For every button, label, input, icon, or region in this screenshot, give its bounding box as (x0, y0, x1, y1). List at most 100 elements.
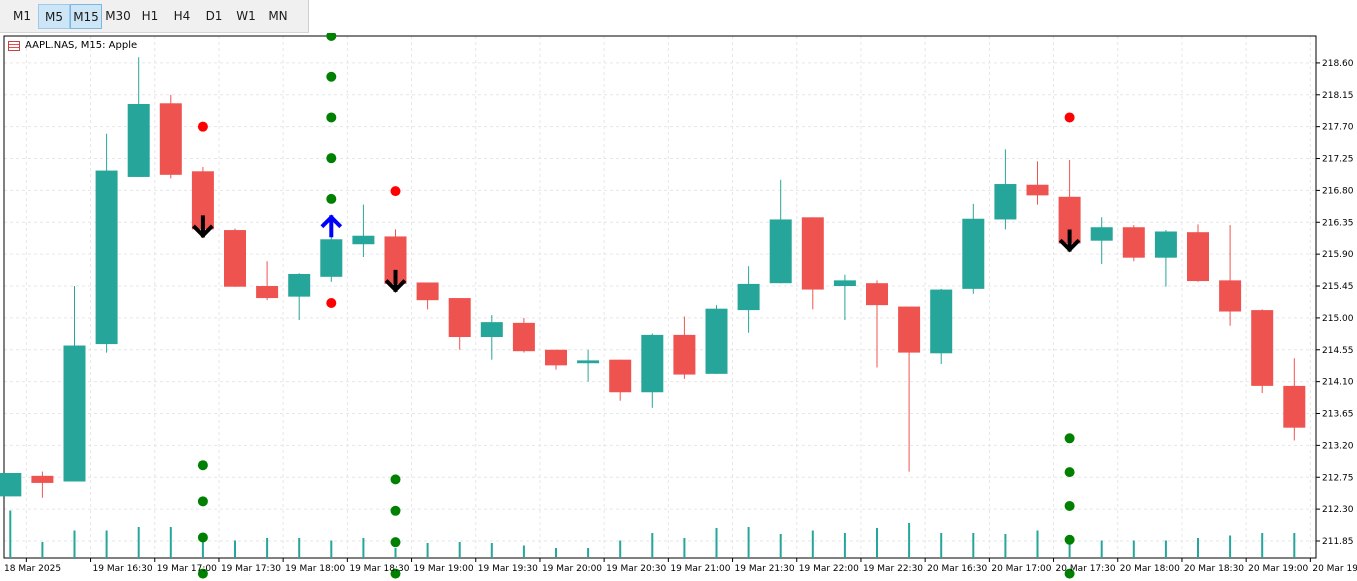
timeframe-button-m1[interactable]: M1 (13, 9, 31, 23)
x-tick-label: 19 Mar 18:00 (285, 564, 345, 574)
candle-body (191, 171, 214, 230)
candle (95, 133, 118, 353)
candle (1251, 309, 1274, 393)
candle (1026, 161, 1049, 205)
candle-body (384, 236, 407, 284)
candle-body (448, 298, 471, 338)
buy-arrow-icon (320, 214, 343, 238)
candle-body (1058, 196, 1081, 244)
candle (1219, 225, 1242, 326)
candle (769, 179, 792, 284)
candle (63, 286, 86, 482)
candle-body (0, 473, 22, 497)
x-tick-label: 19 Mar 18:30 (349, 564, 409, 574)
x-tick-label: 19 Mar 22:30 (863, 564, 923, 574)
x-tick-label: 19 Mar 16:30 (93, 564, 153, 574)
candle-body (641, 334, 664, 393)
y-tick-label: 216.35 (1322, 218, 1354, 228)
y-tick-label: 212.30 (1322, 505, 1354, 515)
candle (480, 315, 503, 360)
candle-body (320, 239, 343, 277)
x-tick-label: 20 Mar 18:30 (1184, 564, 1244, 574)
x-tick-label: 20 Mar 19:30 (1312, 564, 1357, 574)
signal-dot (326, 71, 337, 82)
candle-body (1219, 280, 1242, 312)
y-tick-label: 216.80 (1322, 186, 1354, 196)
x-tick-label: 19 Mar 20:30 (606, 564, 666, 574)
candle-body (127, 103, 150, 177)
candle (673, 316, 696, 379)
candle (577, 349, 600, 382)
signal-sell (384, 186, 407, 579)
sell-arrow-icon (192, 215, 214, 239)
x-tick-label: 18 Mar 2025 (4, 564, 61, 574)
candle-body (63, 345, 86, 482)
candle (930, 288, 953, 364)
x-tick-label: 19 Mar 21:30 (735, 564, 795, 574)
y-tick-label: 217.70 (1322, 123, 1354, 133)
candle (159, 94, 182, 179)
x-tick-label: 19 Mar 20:00 (542, 564, 602, 574)
extreme-dot (390, 186, 401, 197)
signal-dot (390, 568, 401, 579)
y-tick-label: 212.75 (1322, 473, 1354, 483)
candle (1122, 225, 1145, 262)
timeframe-button-d1[interactable]: D1 (205, 9, 223, 23)
x-tick-label: 19 Mar 22:00 (799, 564, 859, 574)
candle (224, 228, 246, 287)
candle (737, 266, 760, 333)
candle-body (545, 349, 567, 366)
signal-dot (197, 496, 208, 507)
candle-body (1283, 385, 1306, 428)
plot-frame (3, 35, 1317, 559)
chart-window[interactable]: AAPL.NAS, M15: Apple 218.60 218.15 217.70 2… (0, 33, 1357, 581)
timeframe-button-mn[interactable]: MN (268, 9, 288, 23)
x-tick-label: 20 Mar 17:00 (991, 564, 1051, 574)
chart-title-label: AAPL.NAS, M15: Apple (25, 40, 138, 51)
y-tick-label: 215.45 (1322, 282, 1354, 292)
candle-body (159, 103, 182, 175)
signal-sell (192, 121, 214, 579)
signal-dot (1064, 500, 1075, 511)
volume-histogram (9, 510, 1296, 558)
timeframe-button-m15[interactable]: M15 (70, 4, 102, 29)
timeframe-button-m30[interactable]: M30 (105, 9, 131, 23)
candles (0, 57, 1306, 498)
sell-arrow-icon (384, 269, 407, 293)
candle-body (1026, 184, 1049, 196)
x-tick-label: 19 Mar 17:00 (157, 564, 217, 574)
timeframe-button-h4[interactable]: H4 (173, 9, 191, 23)
chart-title: AAPL.NAS, M15: Apple (8, 40, 137, 51)
timeframe-button-w1[interactable]: W1 (236, 9, 256, 23)
candle (866, 280, 888, 368)
y-tick-label: 215.00 (1322, 314, 1354, 324)
candle-body (224, 230, 246, 287)
y-tick-label: 211.85 (1322, 537, 1354, 547)
candle (512, 317, 535, 353)
candle (352, 204, 375, 257)
signal-dot (1064, 433, 1075, 444)
y-tick-label: 214.10 (1322, 378, 1354, 388)
signal-dot (390, 537, 401, 548)
signal-dot (326, 193, 337, 204)
x-axis: 18 Mar 2025 19 Mar 16:30 19 Mar 17:00 19 Ma… (4, 558, 1357, 574)
candle (1154, 230, 1177, 287)
x-tick-label: 20 Mar 16:30 (927, 564, 987, 574)
price-chart[interactable]: 218.60 218.15 217.70 217.25 216.80 216.35 215.… (0, 33, 1357, 581)
candle (545, 349, 567, 370)
candle-body (256, 286, 279, 299)
y-tick-label: 214.55 (1322, 346, 1354, 356)
candle-body (577, 360, 600, 364)
candle (288, 273, 311, 321)
candle-body (1154, 231, 1177, 258)
timeframe-button-m5[interactable]: M5 (38, 4, 70, 29)
candle-body (1251, 310, 1274, 386)
y-tick-label: 215.90 (1322, 250, 1354, 260)
candle-body (31, 475, 54, 483)
y-tick-label: 213.65 (1322, 410, 1354, 420)
chart-window-icon (8, 40, 20, 51)
candle (31, 471, 54, 498)
candle (1283, 358, 1306, 441)
y-tick-label: 217.25 (1322, 155, 1354, 165)
timeframe-button-h1[interactable]: H1 (141, 9, 159, 23)
